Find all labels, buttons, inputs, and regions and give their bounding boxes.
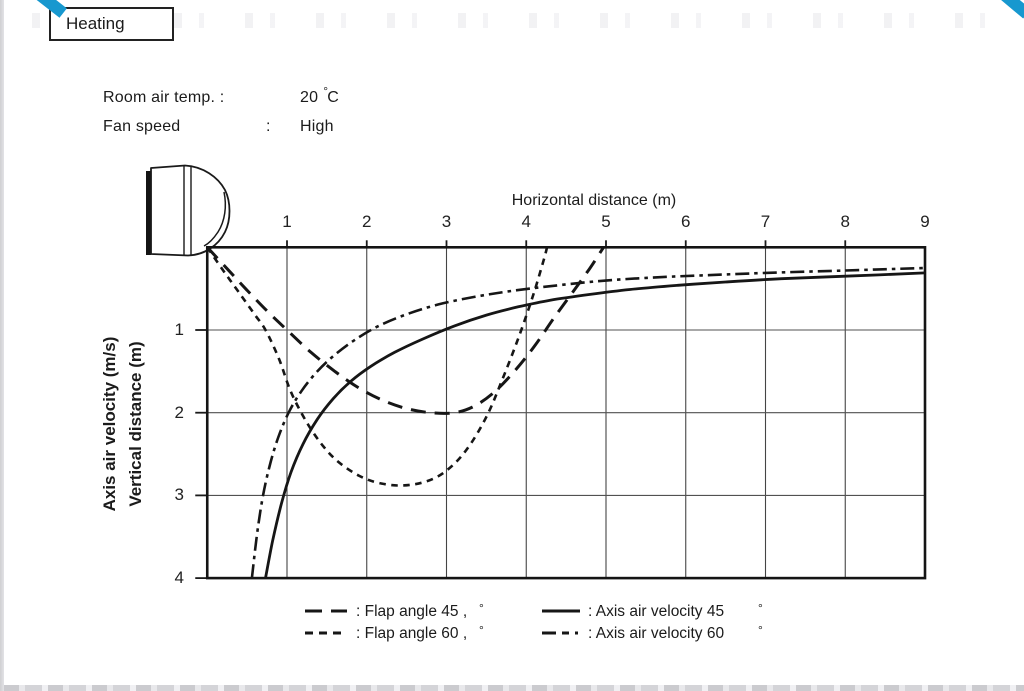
x-tick-label: 3 (441, 212, 452, 231)
y-axis-title-line2: Vertical distance (m) (126, 341, 145, 507)
x-tick-label: 2 (362, 212, 372, 231)
room-air-temp-label: Room air temp. : (103, 89, 225, 106)
x-tick-label: 1 (282, 212, 292, 231)
fan-speed-value: High (300, 118, 334, 135)
degree-symbol: ° (758, 601, 763, 615)
degree-symbol: ° (323, 84, 329, 98)
series-flap-angle-60- (206, 246, 549, 487)
y-tick-label: 2 (174, 402, 184, 422)
x-tick-label: 8 (840, 212, 850, 231)
degree-symbol: ° (479, 601, 484, 615)
legend-label: : Flap angle 45 , (356, 603, 468, 620)
room-air-temp-value: 20 °C (300, 84, 339, 106)
x-tick-label: 5 (601, 212, 611, 231)
y-tick-label: 4 (174, 568, 184, 588)
degree-symbol: ° (758, 623, 763, 637)
indoor-unit-icon (146, 164, 231, 257)
series-axis-air-velocity-45- (264, 271, 926, 579)
page-edge-strip (0, 0, 4, 691)
series-flap-angle-45- (206, 246, 605, 415)
x-tick-label: 4 (521, 212, 531, 231)
mode-label-box: Heating (49, 7, 174, 41)
fan-speed-colon: : (266, 118, 271, 135)
cropped-text-remnants-bottom (4, 685, 1024, 691)
x-tick-label: 6 (681, 212, 691, 231)
cropped-text-remnants-top (10, 13, 1014, 28)
degree-symbol: ° (479, 623, 484, 637)
y-axis-title-line1: Axis air velocity (m/s) (100, 336, 119, 512)
x-tick-label: 9 (920, 212, 930, 231)
legend-swatch-flap-60 (305, 631, 343, 635)
legend-label: : Flap angle 60 , (356, 625, 468, 642)
legend-swatch-velocity-60 (542, 631, 580, 635)
legend-swatch-flap-45 (305, 609, 347, 613)
y-tick-label: 3 (174, 485, 184, 505)
mode-label: Heating (66, 14, 125, 33)
series-axis-air-velocity-60- (250, 266, 926, 579)
y-axis-title: Axis air velocity (m/s) Vertical distanc… (97, 337, 149, 512)
x-tick-label: 7 (760, 212, 771, 231)
legend-label: : Axis air velocity 45 (588, 603, 725, 620)
legend-swatch-velocity-45 (542, 609, 580, 613)
legend-label: : Axis air velocity 60 (588, 625, 725, 642)
fan-speed-label: Fan speed (103, 118, 181, 135)
y-tick-label: 1 (174, 320, 184, 339)
airflow-chart (195, 240, 927, 580)
x-axis-title: Horizontal distance (m) (511, 192, 677, 209)
